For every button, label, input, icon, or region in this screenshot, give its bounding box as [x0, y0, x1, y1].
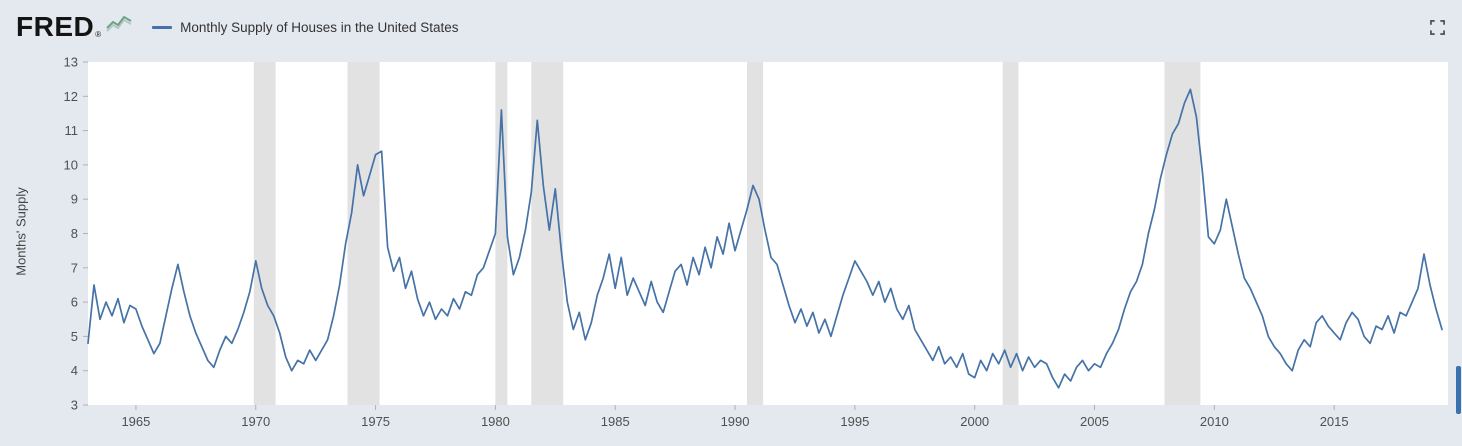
svg-text:9: 9: [71, 192, 78, 207]
svg-text:3: 3: [71, 398, 78, 413]
svg-text:2015: 2015: [1320, 414, 1349, 429]
svg-text:11: 11: [65, 123, 79, 138]
svg-text:10: 10: [64, 157, 78, 172]
svg-text:8: 8: [71, 226, 78, 241]
legend: Monthly Supply of Houses in the United S…: [152, 19, 459, 35]
svg-text:2005: 2005: [1080, 414, 1109, 429]
legend-series-label: Monthly Supply of Houses in the United S…: [180, 19, 459, 35]
svg-text:13: 13: [64, 56, 78, 70]
svg-text:1990: 1990: [721, 414, 750, 429]
line-chart[interactable]: 3 4 5 6 7 8 9 10 11 12 13 1965 1970 1975 1980 1985 1990 1…: [0, 56, 1462, 446]
svg-text:5: 5: [71, 329, 78, 344]
fred-sparkline-icon: [106, 14, 132, 39]
svg-text:2010: 2010: [1200, 414, 1229, 429]
svg-text:1970: 1970: [241, 414, 270, 429]
chart-header: FRED ® Monthly Supply of Houses in the U…: [0, 0, 1462, 54]
svg-text:1985: 1985: [601, 414, 630, 429]
fullscreen-button[interactable]: [1428, 18, 1446, 36]
legend-line-swatch: [152, 25, 173, 29]
fullscreen-icon: [1429, 19, 1445, 35]
registered-mark: ®: [95, 30, 102, 39]
svg-text:2000: 2000: [960, 414, 989, 429]
svg-text:6: 6: [71, 295, 78, 310]
svg-text:1995: 1995: [840, 414, 869, 429]
fred-logo[interactable]: FRED ®: [16, 13, 132, 41]
svg-text:7: 7: [71, 260, 78, 275]
svg-text:1980: 1980: [481, 414, 510, 429]
svg-text:1965: 1965: [121, 414, 150, 429]
fred-logo-text: FRED: [16, 11, 95, 42]
scrollbar-thumb[interactable]: [1456, 366, 1461, 414]
svg-text:4: 4: [71, 363, 78, 378]
svg-text:1975: 1975: [361, 414, 390, 429]
svg-text:12: 12: [64, 89, 78, 104]
